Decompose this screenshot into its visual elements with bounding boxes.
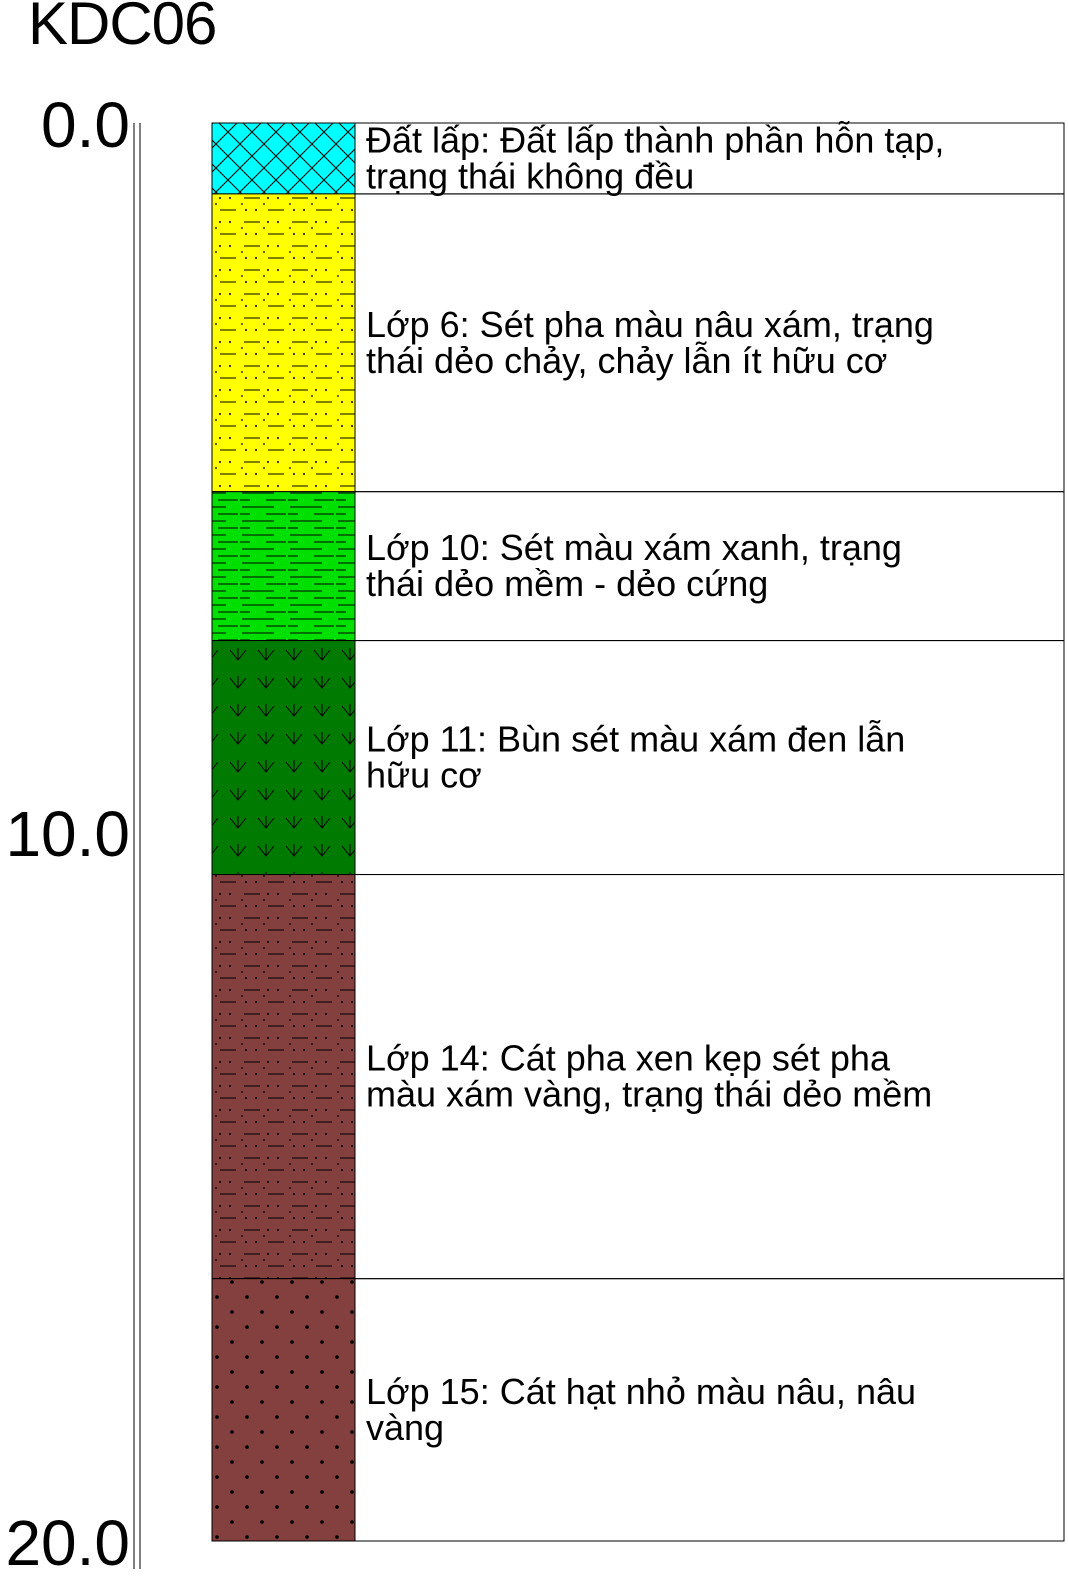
layer-description-line: vàng	[366, 1407, 444, 1448]
depth-label: 20.0	[5, 1507, 130, 1579]
layer-description-line: Lớp 11: Bùn sét màu xám đen lẫn	[366, 719, 905, 760]
layer-pattern	[211, 874, 356, 1280]
depth-label: 0.0	[41, 89, 130, 161]
layer-pattern	[211, 491, 356, 642]
layer-description-line: Lớp 14: Cát pha xen kẹp sét pha	[366, 1038, 891, 1079]
layer-description-line: Lớp 15: Cát hạt nhỏ màu nâu, nâu	[366, 1371, 916, 1412]
layer-description-line: màu xám vàng, trạng thái dẻo mềm	[366, 1074, 932, 1115]
borehole-title: KDC06	[28, 0, 217, 57]
layer-pattern	[211, 193, 356, 493]
layer-description-line: Lớp 10: Sét màu xám xanh, trạng	[366, 527, 902, 568]
layer-description-box	[354, 1278, 1065, 1542]
layer-description-line: Lớp 6: Sét pha màu nâu xám, trạng	[366, 304, 934, 345]
layer-description-line: trạng thái không đều	[366, 155, 694, 196]
layer-pattern	[211, 122, 356, 195]
layer-pattern	[211, 640, 356, 876]
layer-description-line: thái dẻo chảy, chảy lẫn ít hữu cơ	[366, 340, 887, 381]
layer-description-line: Đất lấp: Đất lấp thành phần hỗn tạp,	[366, 119, 944, 160]
layer-description-line: thái dẻo mềm - dẻo cứng	[366, 563, 768, 604]
depth-label: 10.0	[5, 798, 130, 870]
layer-description-line: hữu cơ	[366, 755, 482, 796]
layer-pattern	[211, 1278, 356, 1542]
